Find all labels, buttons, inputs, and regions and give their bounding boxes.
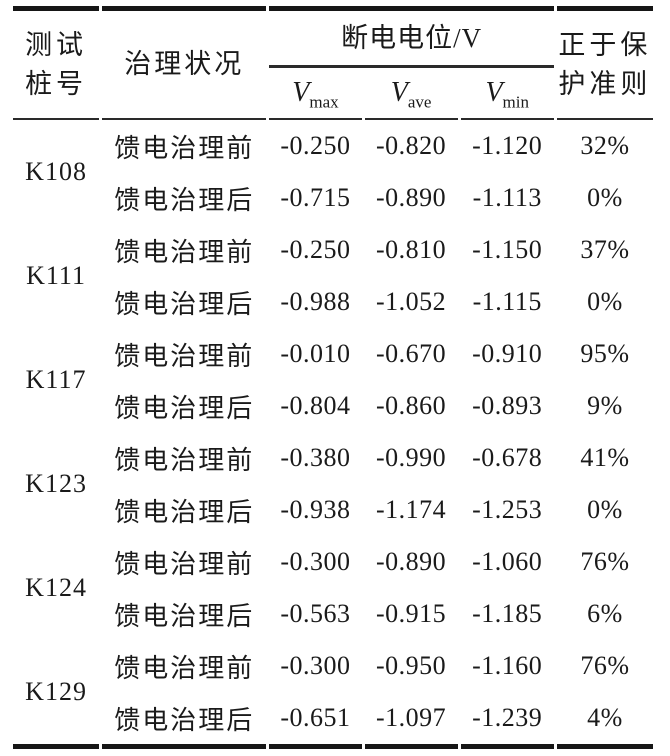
pile-cell: K124 bbox=[25, 573, 87, 602]
pct-cell: 37% bbox=[580, 235, 630, 264]
vave-cell: -0.915 bbox=[376, 599, 447, 628]
vmin-cell: -1.160 bbox=[472, 651, 543, 680]
vmax-cell: -0.250 bbox=[280, 131, 351, 160]
vmax-cell: -0.010 bbox=[280, 339, 351, 368]
vmin-cell: -0.893 bbox=[472, 391, 543, 420]
table-row: 馈电治理后 -0.804 -0.860 -0.893 9% bbox=[13, 380, 653, 432]
status-cell: 馈电治理后 bbox=[114, 497, 255, 527]
header-pile: 测试 桩号 bbox=[13, 6, 100, 120]
pct-cell: 76% bbox=[580, 651, 630, 680]
pct-cell: 9% bbox=[587, 391, 623, 420]
table-row: K129 馈电治理前 -0.300 -0.950 -1.160 76% bbox=[13, 640, 653, 749]
table-row: 馈电治理后 -0.988 -1.052 -1.115 0% bbox=[13, 276, 653, 328]
vmax-cell: -0.563 bbox=[280, 599, 351, 628]
header-row-1: 测试 桩号 治理状况 断电电位/V 正于保 护准则 bbox=[13, 6, 653, 120]
table-row: 馈电治理后 -0.715 -0.890 -1.113 0% bbox=[13, 172, 653, 224]
vmin-cell: -1.113 bbox=[472, 183, 542, 212]
vmax-subscript: max bbox=[309, 92, 339, 112]
header-criterion: 正于保 护准则 bbox=[556, 6, 653, 120]
pct-cell: 0% bbox=[587, 287, 623, 316]
pct-cell: 0% bbox=[587, 183, 623, 212]
pct-cell: 4% bbox=[556, 692, 653, 749]
vmax-symbol: V bbox=[292, 77, 310, 109]
header-status: 治理状况 bbox=[102, 6, 267, 120]
header-criterion-line1: 正于保 bbox=[558, 30, 652, 61]
vmin-symbol: V bbox=[485, 77, 503, 109]
vmax-cell: -0.250 bbox=[280, 235, 351, 264]
header-row-2: Vmax Vave Vmin bbox=[13, 68, 653, 120]
pile-cell: K129 bbox=[13, 640, 100, 749]
pile-cell: K108 bbox=[25, 157, 87, 186]
table-row: K111 馈电治理前 -0.250 -0.810 -1.150 37% bbox=[13, 224, 653, 290]
potential-table: 测试 桩号 治理状况 断电电位/V 正于保 护准则 Vmax Vave Vmin… bbox=[10, 6, 656, 749]
vmin-cell: -0.910 bbox=[472, 339, 543, 368]
vmax-cell: -0.715 bbox=[280, 183, 351, 212]
vmin-cell: -1.120 bbox=[472, 131, 543, 160]
pct-cell: 32% bbox=[580, 131, 630, 160]
table-row: 馈电治理后 -0.938 -1.174 -1.253 0% bbox=[13, 484, 653, 536]
vmax-cell: -0.651 bbox=[269, 692, 362, 749]
vmax-cell: -0.300 bbox=[280, 547, 351, 576]
pct-cell: 76% bbox=[580, 547, 630, 576]
vave-cell: -0.860 bbox=[376, 391, 447, 420]
vave-cell: -0.670 bbox=[376, 339, 447, 368]
vmin-cell: -1.115 bbox=[472, 287, 542, 316]
header-criterion-line2: 护准则 bbox=[558, 68, 652, 99]
vmin-cell: -1.185 bbox=[472, 599, 543, 628]
status-cell: 馈电治理前 bbox=[114, 549, 255, 579]
header-pile-line2: 桩号 bbox=[25, 68, 88, 99]
vmax-cell: -0.804 bbox=[280, 391, 351, 420]
pile-cell: K111 bbox=[26, 261, 86, 290]
status-cell: 馈电治理前 bbox=[114, 237, 255, 267]
table-row: 馈电治理后 -0.563 -0.915 -1.185 6% bbox=[13, 588, 653, 640]
vmax-cell: -0.938 bbox=[280, 495, 351, 524]
pct-cell: 41% bbox=[580, 443, 630, 472]
pile-cell: K123 bbox=[25, 469, 87, 498]
vmin-cell: -1.253 bbox=[472, 495, 543, 524]
pct-cell: 95% bbox=[580, 339, 630, 368]
vave-cell: -0.890 bbox=[376, 547, 447, 576]
vave-cell: -1.174 bbox=[376, 495, 447, 524]
pct-cell: 0% bbox=[587, 495, 623, 524]
status-cell: 馈电治理后 bbox=[114, 393, 255, 423]
table-row: K108 馈电治理前 -0.250 -0.820 -1.120 32% bbox=[13, 120, 653, 186]
status-cell: 馈电治理后 bbox=[114, 185, 255, 215]
status-cell: 馈电治理前 bbox=[114, 341, 255, 371]
vave-cell: -0.820 bbox=[376, 131, 447, 160]
status-cell: 馈电治理后 bbox=[114, 289, 255, 319]
vmin-cell: -1.150 bbox=[472, 235, 543, 264]
pile-cell: K117 bbox=[25, 365, 87, 394]
header-vmax: Vmax bbox=[269, 68, 362, 120]
status-cell: 馈电治理前 bbox=[114, 445, 255, 475]
vmax-cell: -0.300 bbox=[280, 651, 351, 680]
table-row: K117 馈电治理前 -0.010 -0.670 -0.910 95% bbox=[13, 328, 653, 394]
vave-cell: -0.890 bbox=[376, 183, 447, 212]
vave-symbol: V bbox=[390, 77, 408, 109]
table-row: 馈电治理后 -0.651 -1.097 -1.239 4% bbox=[13, 692, 653, 749]
header-vave: Vave bbox=[364, 68, 458, 120]
header-potential-group: 断电电位/V bbox=[269, 6, 554, 68]
vave-cell: -0.950 bbox=[376, 651, 447, 680]
vave-cell: -1.052 bbox=[376, 287, 447, 316]
vmax-cell: -0.380 bbox=[280, 443, 351, 472]
status-cell: 馈电治理前 bbox=[114, 653, 255, 683]
vmin-cell: -1.239 bbox=[460, 692, 554, 749]
vave-cell: -1.097 bbox=[364, 692, 458, 749]
pct-cell: 6% bbox=[587, 599, 623, 628]
header-pile-line1: 测试 bbox=[25, 30, 88, 61]
table-row: K123 馈电治理前 -0.380 -0.990 -0.678 41% bbox=[13, 432, 653, 498]
vave-subscript: ave bbox=[407, 92, 432, 112]
header-vmin: Vmin bbox=[460, 68, 554, 120]
vmin-cell: -1.060 bbox=[472, 547, 543, 576]
vave-cell: -0.810 bbox=[376, 235, 447, 264]
status-cell: 馈电治理后 bbox=[102, 692, 267, 749]
table-row: K124 馈电治理前 -0.300 -0.890 -1.060 76% bbox=[13, 536, 653, 602]
vave-cell: -0.990 bbox=[376, 443, 447, 472]
vmin-subscript: min bbox=[502, 92, 529, 112]
status-cell: 馈电治理前 bbox=[114, 133, 255, 163]
vmin-cell: -0.678 bbox=[472, 443, 543, 472]
status-cell: 馈电治理后 bbox=[114, 601, 255, 631]
vmax-cell: -0.988 bbox=[280, 287, 351, 316]
